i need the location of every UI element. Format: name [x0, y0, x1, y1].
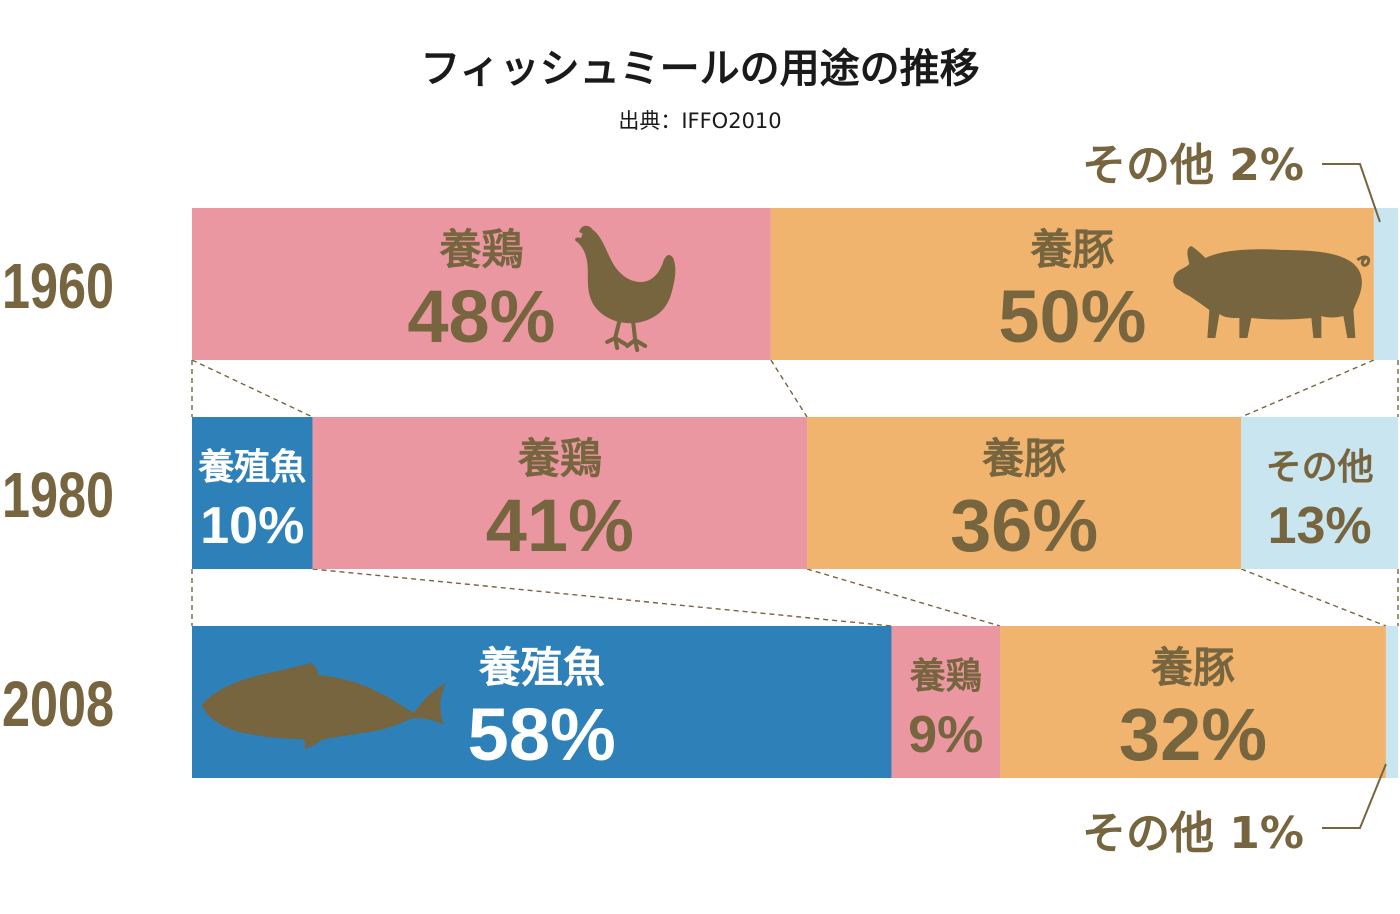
data-label: 58%	[468, 693, 616, 776]
bar-segment-pig	[1000, 626, 1386, 778]
bar-segment-chicken	[312, 417, 808, 569]
segment-label: その他	[1266, 447, 1374, 488]
pig-icon	[1173, 246, 1371, 338]
fish-icon	[201, 663, 446, 749]
year-label: 1960	[2, 250, 114, 322]
segment-label: 養豚	[981, 434, 1066, 483]
connector-line	[191, 359, 313, 418]
chart-source: 出典：IFFO2010	[618, 109, 781, 133]
segment-label: 養鶏	[517, 434, 602, 483]
year-label: 2008	[2, 668, 114, 740]
callout-leader-line	[1322, 763, 1387, 829]
chart-title: フィッシュミールの用途の推移	[420, 46, 979, 92]
year-label: 1980	[2, 459, 114, 531]
bar-segment-other	[1385, 626, 1398, 778]
callout-leader-line	[1322, 163, 1381, 223]
bar-segment-other	[1241, 417, 1398, 569]
bar-segment-chicken	[192, 208, 771, 360]
bar-segment-pig	[807, 417, 1242, 569]
segment-label: 養殖魚	[478, 643, 605, 692]
segment-label: 養豚	[1150, 643, 1235, 692]
data-label: 48%	[407, 275, 555, 358]
connector-line	[806, 568, 1001, 627]
data-label: 50%	[998, 275, 1146, 358]
connector-line	[1240, 359, 1375, 418]
data-label: 41%	[486, 484, 634, 567]
callout-label: その他 1%	[1082, 808, 1304, 859]
segment-label: 養豚	[1029, 225, 1114, 274]
segment-label: 養殖魚	[198, 447, 306, 488]
data-label: 32%	[1119, 693, 1267, 776]
connector-line	[312, 568, 892, 627]
connector-line	[1240, 568, 1387, 627]
connector-line	[770, 359, 808, 418]
data-label: 36%	[950, 484, 1098, 567]
bar-segment-other	[1373, 208, 1398, 360]
callouts-group: その他 2% その他 1%	[1082, 140, 1387, 859]
data-label: 10%	[200, 497, 304, 555]
data-label: 13%	[1268, 497, 1372, 555]
bar-segment-chicken	[891, 626, 1001, 778]
connector-lines	[191, 359, 1399, 627]
segment-label: 養鶏	[438, 225, 523, 274]
bar-segment-fish	[192, 417, 313, 569]
chicken-icon	[575, 225, 676, 352]
data-label: 9%	[908, 706, 983, 764]
callout-label: その他 2%	[1082, 140, 1304, 191]
segment-label: 養鶏	[910, 656, 982, 697]
